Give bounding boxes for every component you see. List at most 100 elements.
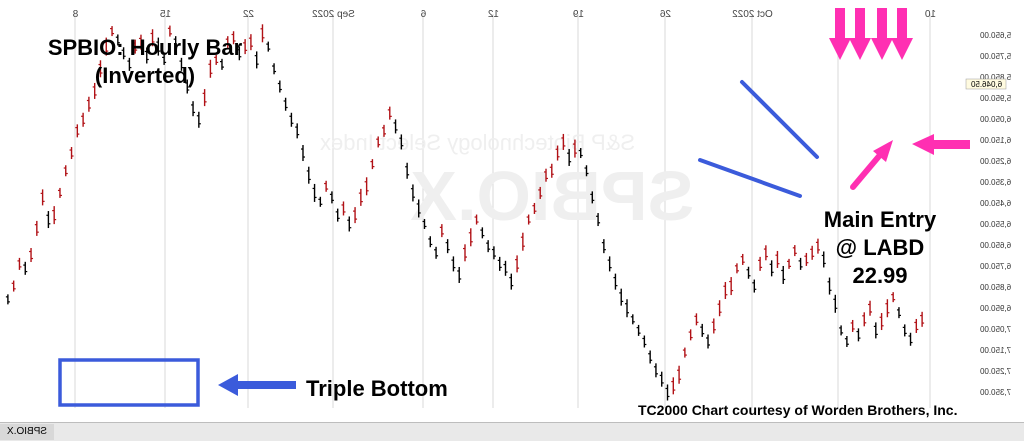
price-bar-58 bbox=[341, 201, 346, 216]
y-label-0: 5,650.00 bbox=[979, 31, 1011, 40]
price-bar-136 bbox=[792, 245, 797, 257]
price-bar-120 bbox=[700, 323, 705, 337]
price-bar-64 bbox=[376, 136, 381, 148]
price-bar-2 bbox=[17, 257, 22, 270]
x-label-4: 6 bbox=[420, 9, 426, 20]
price-bar-140 bbox=[815, 238, 820, 254]
price-bar-55 bbox=[324, 180, 329, 192]
x-label-7: 26 bbox=[659, 9, 671, 20]
price-bar-96 bbox=[561, 133, 566, 150]
price-bar-85 bbox=[497, 256, 502, 271]
price-bar-43 bbox=[254, 51, 259, 69]
down-arrow-shaft-1 bbox=[855, 8, 865, 40]
price-bar-112 bbox=[653, 363, 658, 378]
price-bar-47 bbox=[277, 80, 282, 93]
chart-title: SPBIO: Hourly Bar (Inverted) bbox=[30, 34, 260, 90]
price-bar-138 bbox=[804, 252, 809, 266]
price-bar-29 bbox=[173, 36, 178, 49]
price-bars bbox=[5, 24, 925, 401]
y-label-8: 6,450.00 bbox=[979, 199, 1011, 208]
price-bar-94 bbox=[549, 163, 554, 178]
price-bar-155 bbox=[902, 324, 907, 337]
price-bar-80 bbox=[468, 228, 473, 247]
down-arrow-shaft-0 bbox=[835, 8, 845, 40]
price-bar-113 bbox=[659, 371, 664, 387]
price-bar-73 bbox=[428, 236, 433, 248]
price-bar-41 bbox=[243, 39, 248, 55]
price-bar-53 bbox=[312, 183, 317, 202]
price-bar-77 bbox=[451, 256, 456, 272]
x-label-1: 15 bbox=[159, 9, 171, 20]
y-label-10: 6,650.00 bbox=[979, 241, 1011, 250]
price-bar-86 bbox=[503, 260, 508, 276]
entry-arrow-diag-head bbox=[873, 140, 893, 162]
annotations bbox=[58, 8, 970, 407]
price-bar-107 bbox=[625, 299, 630, 318]
price-bar-103 bbox=[601, 239, 606, 254]
price-bar-7 bbox=[46, 211, 51, 229]
price-bar-17 bbox=[104, 37, 109, 56]
y-label-7: 6,350.00 bbox=[979, 178, 1011, 187]
price-bar-6 bbox=[40, 189, 45, 206]
x-label-0: 8 bbox=[72, 9, 78, 20]
last-price-box bbox=[965, 78, 1007, 90]
bottom-toolbar bbox=[0, 422, 1024, 441]
price-bar-127 bbox=[740, 253, 745, 265]
price-bar-110 bbox=[642, 335, 647, 348]
price-bar-150 bbox=[873, 322, 878, 339]
price-bar-28 bbox=[167, 25, 172, 37]
price-bar-121 bbox=[706, 334, 711, 349]
price-bar-66 bbox=[387, 106, 392, 120]
price-bar-118 bbox=[688, 329, 693, 341]
down-arrow-shaft-3 bbox=[897, 8, 907, 40]
title-line-1: SPBIO: Hourly Bar bbox=[47, 35, 243, 60]
price-bar-37 bbox=[219, 58, 224, 70]
price-bar-151 bbox=[879, 313, 884, 331]
price-bar-61 bbox=[358, 188, 363, 206]
price-bar-59 bbox=[347, 216, 352, 232]
symbol-tab[interactable]: SPBIO.X bbox=[0, 424, 54, 440]
price-bar-147 bbox=[856, 328, 861, 342]
price-bar-39 bbox=[231, 31, 236, 45]
price-bar-8 bbox=[52, 206, 57, 225]
y-label-4: 6,050.00 bbox=[979, 115, 1011, 124]
price-bar-143 bbox=[833, 294, 838, 313]
price-bar-36 bbox=[214, 54, 219, 65]
price-bar-101 bbox=[590, 191, 595, 204]
price-bar-33 bbox=[196, 111, 201, 128]
triple-bottom-arrow bbox=[218, 374, 296, 396]
down-arrow-head-1 bbox=[849, 38, 871, 60]
price-bar-83 bbox=[486, 240, 491, 253]
price-bar-65 bbox=[381, 124, 386, 137]
price-bar-105 bbox=[613, 273, 618, 290]
price-bar-22 bbox=[133, 39, 138, 54]
price-bar-3 bbox=[23, 261, 28, 275]
price-bar-129 bbox=[752, 279, 757, 293]
down-arrow-shaft-2 bbox=[877, 8, 887, 40]
price-bar-50 bbox=[295, 123, 300, 139]
price-bar-38 bbox=[225, 36, 230, 49]
y-label-15: 7,150.00 bbox=[979, 346, 1011, 355]
price-bar-45 bbox=[266, 41, 271, 52]
price-bar-111 bbox=[648, 350, 653, 364]
price-bar-15 bbox=[92, 82, 97, 99]
price-bar-156 bbox=[908, 332, 913, 346]
price-bar-88 bbox=[515, 255, 520, 273]
price-bar-100 bbox=[584, 165, 589, 177]
price-bar-90 bbox=[526, 214, 531, 225]
price-bar-78 bbox=[457, 266, 462, 283]
x-label-10: 10 bbox=[924, 9, 936, 20]
price-bar-19 bbox=[115, 34, 120, 46]
down-arrow-head-2 bbox=[871, 38, 893, 60]
price-bar-31 bbox=[185, 79, 190, 94]
price-bar-79 bbox=[463, 244, 467, 262]
triple-bottom-label: Triple Bottom bbox=[306, 376, 448, 401]
entry-arrow-diag-shaft bbox=[850, 152, 883, 190]
price-bar-148 bbox=[862, 312, 867, 327]
price-bar-119 bbox=[694, 313, 699, 326]
price-bar-30 bbox=[179, 57, 184, 71]
price-bar-125 bbox=[729, 277, 734, 296]
x-label-8: Oct 2022 bbox=[732, 9, 773, 20]
price-bar-130 bbox=[758, 256, 763, 271]
